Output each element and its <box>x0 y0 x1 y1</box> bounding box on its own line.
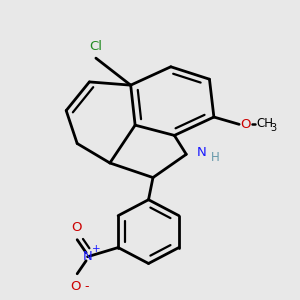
Text: N: N <box>83 250 92 263</box>
Text: Cl: Cl <box>89 40 102 53</box>
Text: +: + <box>92 244 100 254</box>
Text: 3: 3 <box>270 123 276 133</box>
Text: CH: CH <box>256 117 273 130</box>
Text: H: H <box>211 151 219 164</box>
Text: O: O <box>71 221 82 234</box>
Text: O: O <box>70 280 81 293</box>
Text: -: - <box>84 280 89 293</box>
Text: O: O <box>241 118 251 131</box>
Text: N: N <box>197 146 207 159</box>
